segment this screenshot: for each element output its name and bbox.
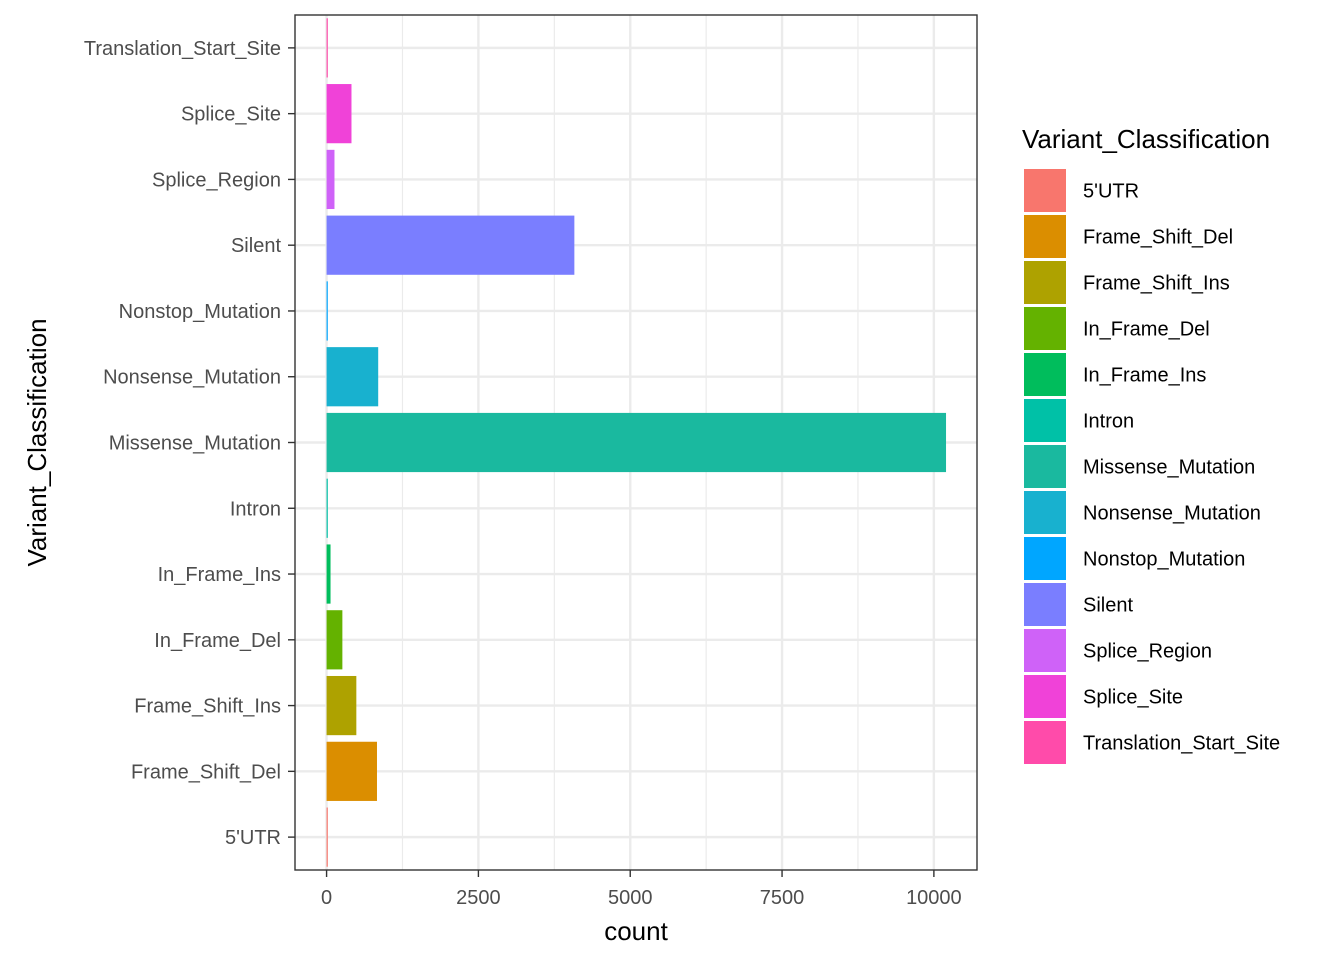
legend-key — [1024, 721, 1066, 764]
y-tick-label: In_Frame_Ins — [158, 564, 281, 586]
legend-label: Splice_Site — [1083, 687, 1183, 709]
bar-in-frame-del — [326, 610, 343, 670]
legend-key — [1024, 353, 1066, 396]
bar-5-utr — [326, 807, 328, 867]
legend-label: 5'UTR — [1083, 181, 1139, 203]
x-tick-label: 0 — [321, 887, 332, 909]
legend-label: Nonsense_Mutation — [1083, 503, 1261, 525]
bars — [326, 18, 947, 867]
legend-label: Missense_Mutation — [1083, 457, 1255, 479]
y-tick-label: Translation_Start_Site — [84, 38, 281, 60]
legend-label: In_Frame_Ins — [1083, 365, 1206, 387]
x-tick-label: 5000 — [608, 887, 653, 909]
bar-frame-shift-del — [326, 741, 377, 801]
bar-translation-start-site — [326, 18, 328, 78]
legend: Variant_Classification 5'UTR Frame_Shift_… — [1022, 124, 1280, 764]
legend-key — [1024, 537, 1066, 580]
legend-key — [1024, 491, 1066, 534]
bar-splice-site — [326, 84, 352, 144]
bar-intron — [326, 478, 328, 538]
x-axis-title: count — [604, 916, 668, 946]
x-tick-label: 10000 — [906, 887, 962, 909]
bar-frame-shift-ins — [326, 675, 357, 736]
x-axis: 0 2500 5000 7500 10000 — [321, 870, 962, 909]
legend-label: Translation_Start_Site — [1083, 733, 1280, 755]
y-tick-label: Frame_Shift_Ins — [134, 696, 281, 718]
y-tick-label: Missense_Mutation — [109, 433, 281, 455]
bar-in-frame-ins — [326, 544, 331, 604]
y-axis: 5'UTR Frame_Shift_Del Frame_Shift_Ins In_Fr… — [84, 38, 295, 849]
legend-label: Intron — [1083, 411, 1134, 433]
legend-label: Frame_Shift_Del — [1083, 227, 1233, 249]
bar-missense-mutation — [326, 412, 947, 473]
y-tick-label: In_Frame_Del — [154, 630, 281, 652]
legend-key — [1024, 215, 1066, 258]
legend-label: Nonstop_Mutation — [1083, 549, 1245, 571]
y-tick-label: Intron — [230, 498, 281, 520]
y-tick-label: Silent — [231, 235, 281, 257]
y-tick-label: Splice_Region — [152, 169, 281, 191]
bar-silent — [326, 215, 575, 275]
y-tick-label: 5'UTR — [225, 827, 281, 849]
y-tick-label: Nonsense_Mutation — [103, 367, 281, 389]
legend-key — [1024, 445, 1066, 488]
x-tick-label: 7500 — [760, 887, 805, 909]
bar-splice-region — [326, 149, 335, 210]
bar-nonstop-mutation — [326, 281, 328, 341]
legend-key — [1024, 169, 1066, 212]
legend-key — [1024, 583, 1066, 626]
y-tick-label: Nonstop_Mutation — [119, 301, 281, 323]
legend-label: Silent — [1083, 595, 1133, 617]
x-tick-label: 2500 — [456, 887, 501, 909]
legend-key — [1024, 307, 1066, 350]
legend-title: Variant_Classification — [1022, 124, 1270, 154]
bar-nonsense-mutation — [326, 347, 379, 407]
legend-key — [1024, 261, 1066, 304]
legend-label: Splice_Region — [1083, 641, 1212, 663]
legend-key — [1024, 629, 1066, 672]
legend-key — [1024, 399, 1066, 442]
y-axis-title: Variant_Classification — [22, 318, 52, 566]
y-tick-label: Frame_Shift_Del — [131, 761, 281, 783]
legend-label: In_Frame_Del — [1083, 319, 1210, 341]
legend-key — [1024, 675, 1066, 718]
y-tick-label: Splice_Site — [181, 104, 281, 126]
legend-label: Frame_Shift_Ins — [1083, 273, 1230, 295]
